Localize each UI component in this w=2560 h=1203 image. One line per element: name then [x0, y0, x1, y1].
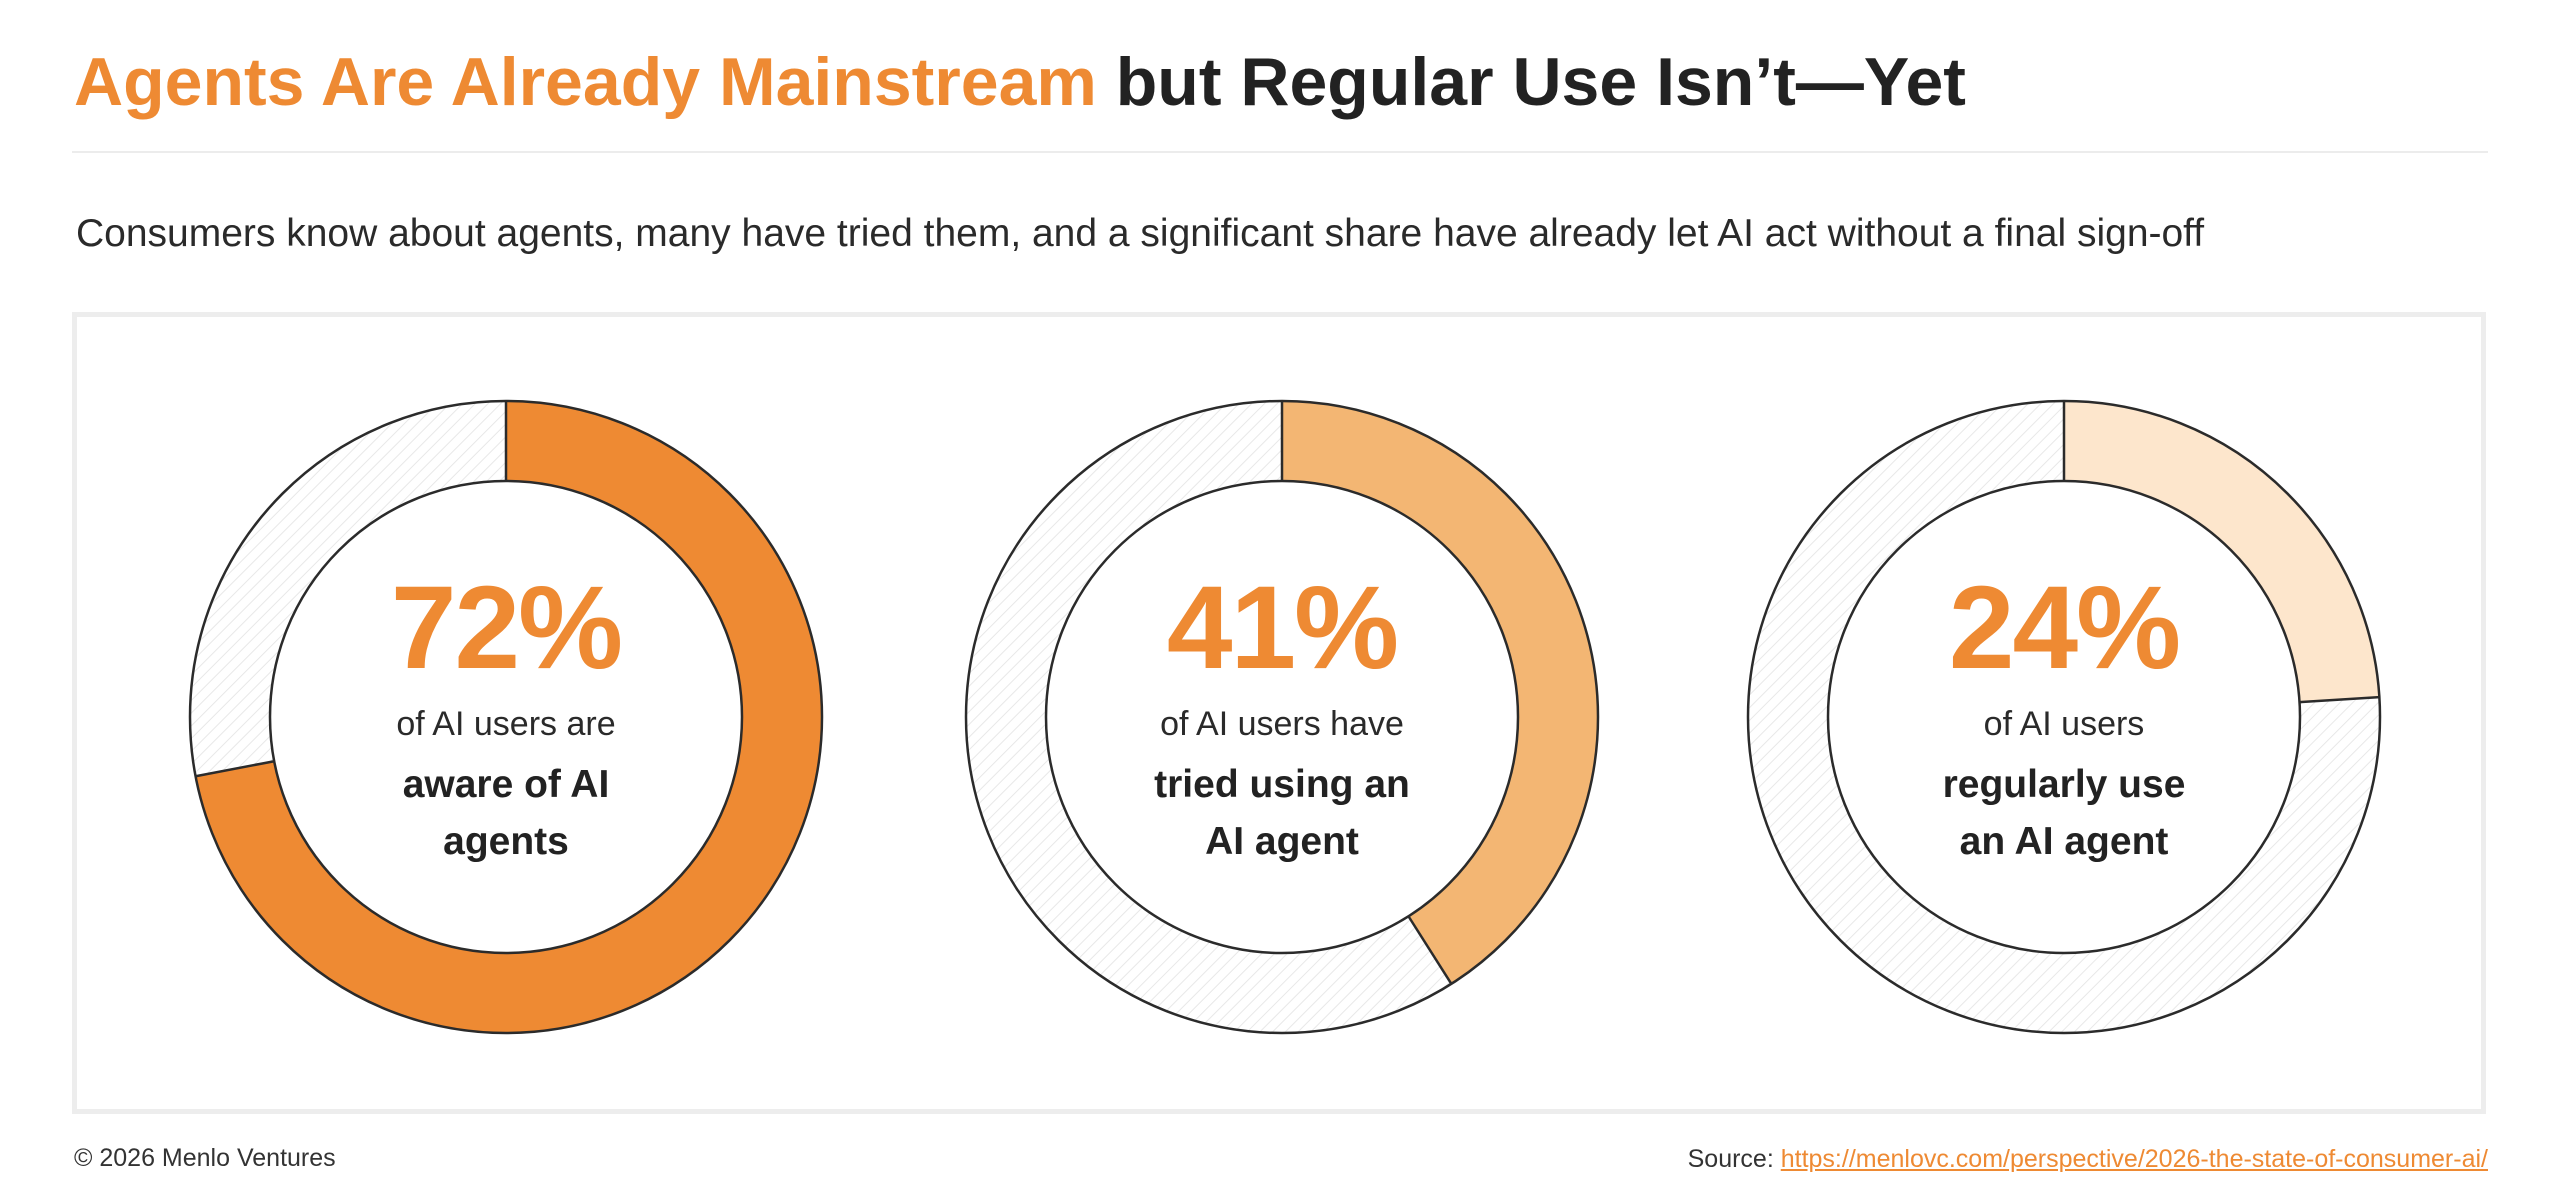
source-line: Source: https://menlovc.com/perspective/… [1688, 1145, 2488, 1174]
page-title: Agents Are Already Mainstream but Regula… [74, 34, 1966, 130]
donut-chart-1 [188, 399, 824, 1035]
donut-2-end-separator [1407, 915, 1453, 985]
title-accent: Agents Are Already Mainstream [74, 44, 1097, 120]
donut-2-label: 41% of AI users have tried using an AI a… [1072, 568, 1492, 870]
donut-3-emphasis-line1: regularly use [1942, 763, 2186, 806]
donut-2-emphasis-line2: AI agent [1205, 820, 1359, 863]
donut-1-label: 72% of AI users are aware of AI agents [296, 568, 716, 870]
copyright: © 2026 Menlo Ventures [74, 1144, 336, 1172]
donut-1-remainder-segment [189, 401, 506, 777]
donut-2-remainder-segment [966, 401, 1452, 1033]
donut-2-lead: of AI users have [1160, 705, 1404, 743]
donut-3-lead: of AI users [1983, 705, 2145, 743]
donut-1-end-separator [195, 759, 275, 778]
donut-3-emphasis: regularly use an AI agent [1854, 756, 2274, 870]
donut-2-value: 41% [1166, 562, 1399, 694]
donut-2-emphasis-line1: tried using an [1154, 763, 1410, 806]
source-prefix: Source: [1687, 1145, 1774, 1173]
donut-3-end-separator [2299, 695, 2380, 704]
title-divider [72, 151, 2488, 153]
donut-3-value-segment [2064, 401, 2380, 703]
donut-chart-3 [1746, 399, 2382, 1035]
donut-1-emphasis-line1: aware of AI [402, 763, 610, 806]
page-subtitle: Consumers know about agents, many have t… [76, 212, 2205, 255]
donut-1-lead: of AI users are [396, 705, 616, 743]
donut-1-emphasis-line2: agents [443, 820, 569, 863]
donut-3-value: 24% [1948, 562, 2181, 694]
donut-1-value: 72% [390, 562, 623, 694]
source-link[interactable]: https://menlovc.com/perspective/2026-the… [1780, 1145, 2488, 1173]
donut-2-value-segment [1282, 401, 1599, 984]
donut-chart-2 [964, 399, 1600, 1035]
title-rest: but Regular Use Isn’t—Yet [1115, 44, 1966, 120]
donut-1-emphasis: aware of AI agents [296, 756, 716, 870]
donut-3-emphasis-line2: an AI agent [1959, 820, 2169, 863]
donut-3-label: 24% of AI users regularly use an AI agen… [1854, 568, 2274, 870]
donut-2-emphasis: tried using an AI agent [1072, 756, 1492, 870]
